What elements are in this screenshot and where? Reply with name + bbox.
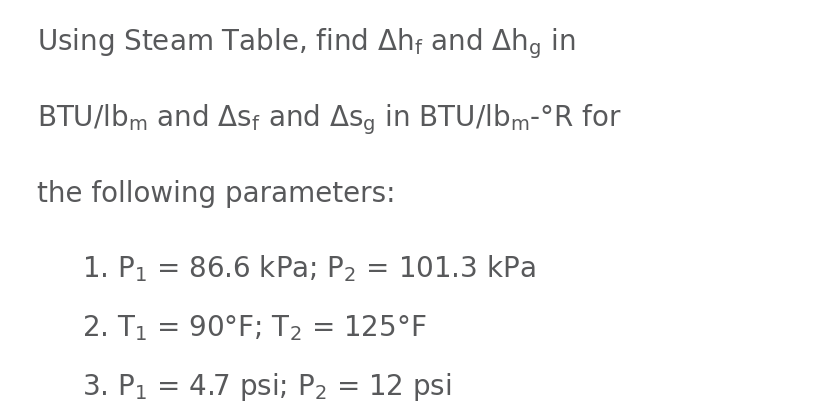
Text: 2. T$_1$ = 90°F; T$_2$ = 125°F: 2. T$_1$ = 90°F; T$_2$ = 125°F bbox=[82, 313, 427, 343]
Text: Using Steam Table, find $\mathsf{\Delta h_f}$ and $\mathsf{\Delta h_g}$ in: Using Steam Table, find $\mathsf{\Delta … bbox=[37, 26, 576, 61]
Text: 1. P$_1$ = 86.6 kPa; P$_2$ = 101.3 kPa: 1. P$_1$ = 86.6 kPa; P$_2$ = 101.3 kPa bbox=[82, 253, 536, 284]
Text: BTU/lb$_\mathsf{m}$ and $\mathsf{\Delta s_f}$ and $\mathsf{\Delta s_g}$ in BTU/l: BTU/lb$_\mathsf{m}$ and $\mathsf{\Delta … bbox=[37, 102, 622, 137]
Text: 3. P$_1$ = 4.7 psi; P$_2$ = 12 psi: 3. P$_1$ = 4.7 psi; P$_2$ = 12 psi bbox=[82, 371, 452, 403]
Text: the following parameters:: the following parameters: bbox=[37, 180, 396, 207]
